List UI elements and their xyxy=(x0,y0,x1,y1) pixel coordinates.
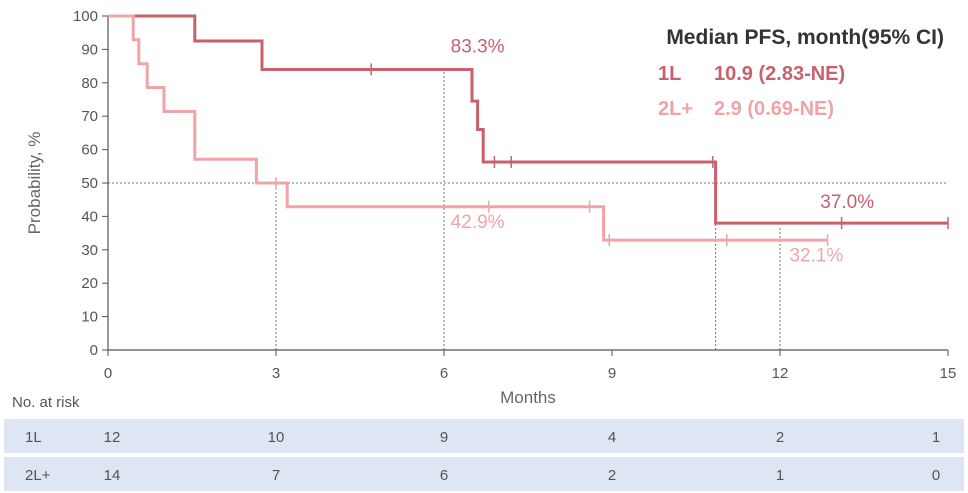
risk-count-cell: 14 xyxy=(104,467,121,484)
y-axis-label: Probability, % xyxy=(25,132,44,235)
legend: Median PFS, month(95% CI) 1L 10.9 (2.83-NE… xyxy=(658,26,944,120)
y-tick-label: 0 xyxy=(90,342,98,359)
legend-title: Median PFS, month(95% CI) xyxy=(666,26,944,49)
survival-rate-annotation: 32.1% xyxy=(789,245,843,266)
series-line-2lplus xyxy=(108,14,828,242)
survival-curves xyxy=(108,14,949,247)
survival-rate-annotation: 42.9% xyxy=(451,212,505,233)
x-tick-label: 0 xyxy=(104,365,112,382)
annotations: 83.3% 42.9% 37.0% 32.1% xyxy=(451,37,875,267)
risk-count-cell: 2 xyxy=(776,429,784,446)
risk-count-cell: 6 xyxy=(440,467,448,484)
risk-count-cell: 7 xyxy=(272,467,280,484)
y-tick-label: 30 xyxy=(81,242,98,259)
y-tick-label: 60 xyxy=(81,142,98,159)
y-tick-label: 70 xyxy=(81,108,98,125)
risk-count-cell: 1 xyxy=(932,429,940,446)
risk-count-cell: 2 xyxy=(608,467,616,484)
risk-count-cell: 0 xyxy=(932,467,940,484)
x-tick-label: 3 xyxy=(272,365,280,382)
risk-table-row xyxy=(4,419,964,453)
risk-table-row xyxy=(4,457,964,491)
risk-count-cell: 9 xyxy=(440,429,448,446)
risk-count-cell: 1 xyxy=(776,467,784,484)
risk-count-cell: 12 xyxy=(104,429,121,446)
series-line-1l xyxy=(108,14,948,225)
x-tick-label: 9 xyxy=(608,365,616,382)
x-tick-label: 15 xyxy=(940,365,957,382)
legend-median-value: 10.9 (2.83-NE) xyxy=(714,63,845,85)
y-tick-label: 40 xyxy=(81,208,98,225)
y-tick-label: 10 xyxy=(81,309,98,326)
risk-row-group-label: 2L+ xyxy=(25,467,51,484)
y-tick-label: 50 xyxy=(81,175,98,192)
risk-row-group-label: 1L xyxy=(25,429,42,446)
x-axis-label: Months xyxy=(500,388,556,407)
risk-table-title: No. at risk xyxy=(12,394,80,411)
legend-group-label: 2L+ xyxy=(658,98,693,120)
axes: 0 10 20 30 40 50 60 70 80 90 100 0 3 6 9 12 15 Months Prob… xyxy=(25,8,956,407)
survival-rate-annotation: 83.3% xyxy=(451,37,505,58)
survival-rate-annotation: 37.0% xyxy=(820,192,874,213)
y-tick-label: 90 xyxy=(81,41,98,58)
y-tick-label: 100 xyxy=(73,8,98,25)
y-tick-label: 20 xyxy=(81,275,98,292)
risk-count-cell: 10 xyxy=(268,429,285,446)
reference-lines xyxy=(108,71,948,350)
x-tick-label: 6 xyxy=(440,365,448,382)
x-tick-label: 12 xyxy=(772,365,789,382)
risk-count-cell: 4 xyxy=(608,429,616,446)
y-tick-label: 80 xyxy=(81,75,98,92)
legend-median-value: 2.9 (0.69-NE) xyxy=(714,98,834,120)
legend-group-label: 1L xyxy=(658,63,681,85)
